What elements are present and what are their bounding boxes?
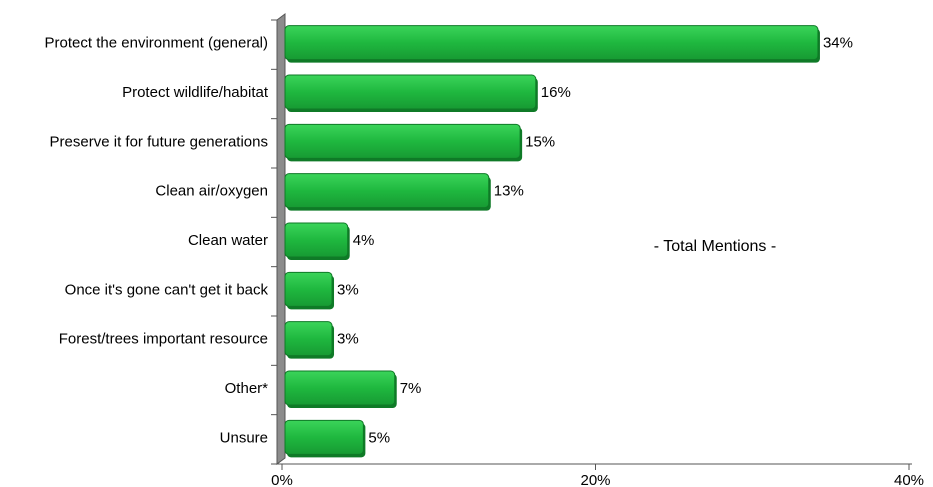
value-label: 13% <box>494 183 524 200</box>
value-label: 16% <box>541 84 571 101</box>
category-label: Forest/trees important resource <box>59 331 268 348</box>
value-label: 7% <box>400 380 422 397</box>
bar <box>284 25 819 61</box>
category-label: Protect the environment (general) <box>45 35 268 52</box>
bar <box>284 123 521 159</box>
x-tick-label: 0% <box>271 472 293 487</box>
category-labels: Protect the environment (general) Protect… <box>45 35 269 447</box>
axis-wall <box>271 13 286 465</box>
category-label: Preserve it for future generations <box>50 133 268 150</box>
bars <box>284 25 820 458</box>
bar <box>284 370 396 406</box>
value-label: 5% <box>368 429 390 446</box>
category-label: Once it's gone can't get it back <box>65 281 269 298</box>
value-label: 3% <box>337 331 359 348</box>
total-mentions-note: - Total Mentions - <box>654 238 776 255</box>
bar <box>284 271 333 307</box>
x-tick-label: 40% <box>894 472 924 487</box>
category-label: Clean air/oxygen <box>155 183 268 200</box>
value-label: 3% <box>337 281 359 298</box>
value-label: 15% <box>525 133 555 150</box>
category-label: Clean water <box>188 232 268 249</box>
bar <box>284 173 490 209</box>
value-label: 4% <box>353 232 375 249</box>
category-label: Other* <box>225 380 269 397</box>
x-tick-label: 20% <box>580 472 610 487</box>
value-label: 34% <box>823 35 853 52</box>
value-labels: 34% 16% 15% 13% 4% 3% 3% 7% 5% <box>337 35 853 447</box>
axis-wall-face <box>276 13 286 465</box>
bar <box>284 419 364 455</box>
bar <box>284 222 349 258</box>
bar <box>284 321 333 357</box>
category-label: Unsure <box>220 429 268 446</box>
x-axis: 0% 20% 40% <box>271 463 924 487</box>
category-label: Protect wildlife/habitat <box>122 84 269 101</box>
bar <box>284 74 537 110</box>
